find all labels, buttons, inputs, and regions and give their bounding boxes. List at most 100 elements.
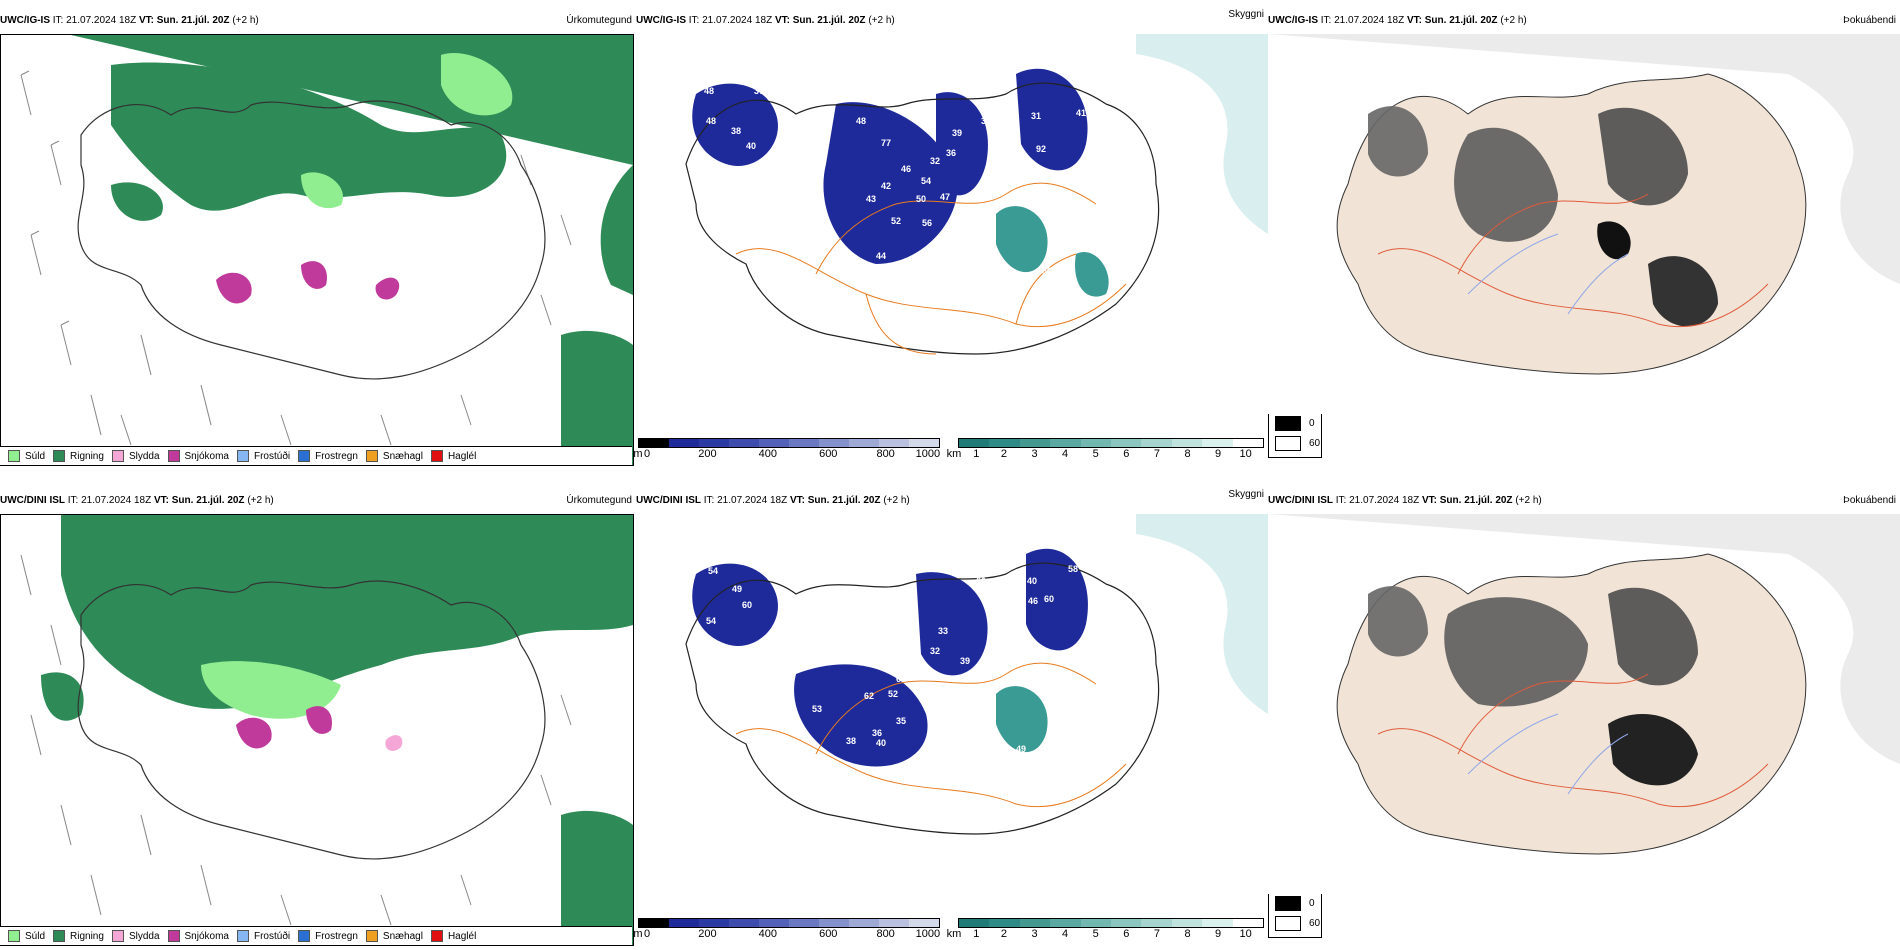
scale-tick: 3 [1031, 448, 1038, 460]
vis-label: 69 [731, 56, 741, 66]
scale-unit: km [946, 448, 962, 460]
fog-map [1268, 514, 1900, 894]
road-network [1377, 193, 1769, 328]
vis-label: 49 [732, 584, 742, 594]
scale-tick: 1000 [915, 928, 941, 940]
vis-label: 47 [940, 192, 950, 202]
legend-label: Snæhagl [382, 450, 423, 462]
fog-key: 0 60 [1268, 412, 1322, 458]
vis-label: 39 [952, 128, 962, 138]
visibility-map: 69 48 37 90 48 38 56 40 48 68 48 30 31 4… [636, 34, 1268, 414]
fog-key-label: 0 [1309, 897, 1315, 909]
vis-label: 38 [846, 736, 856, 746]
vis-label: 87 [1016, 274, 1026, 284]
legend-swatch [167, 450, 180, 462]
legend-label: Slydda [128, 450, 160, 462]
vis-label: 68 [821, 226, 831, 236]
scale-tick: 400 [758, 928, 778, 940]
legend-label: Snæhagl [382, 930, 423, 942]
drizzle-area [201, 661, 341, 719]
vis-label: 60 [976, 576, 986, 586]
vis-label: 70 [731, 536, 741, 546]
coastline [77, 580, 546, 860]
vis-label: 49 [1016, 744, 1026, 754]
fog-key: 0 60 [1268, 892, 1322, 938]
vis-label: 49 [892, 624, 902, 634]
vis-label: 54 [706, 616, 716, 626]
fog-svg [1268, 514, 1900, 894]
vis-label: 48 [706, 116, 716, 126]
scale-tick: 3 [1031, 928, 1038, 940]
visibility-labels: 69 48 37 90 48 38 56 40 48 68 48 30 31 4… [704, 56, 1211, 406]
vis-label: 21 [1174, 676, 1184, 686]
legend-swatch [236, 450, 249, 462]
legend-label: Snjókoma [184, 450, 229, 462]
visibility-svg: 70 54 45 49 60 54 50 70 81 49 60 40 46 6… [685, 514, 1268, 835]
vis-label: 46 [1028, 596, 1038, 606]
vis-label: 54 [916, 664, 926, 674]
panel-header: UWC/IG-IS IT: 21.07.2024 18Z VT: Sun. 21… [636, 9, 1264, 26]
scale-tick: 1 [973, 928, 980, 940]
vis-label: 48 [856, 116, 866, 126]
vis-label: 34 [704, 726, 714, 736]
vis-label: 59 [1050, 224, 1060, 234]
vis-label: 46 [901, 164, 911, 174]
legend-swatch [365, 450, 378, 462]
scale-tick: 2 [1000, 928, 1007, 940]
scale-tick: 9 [1215, 448, 1222, 460]
legend-swatch [430, 450, 443, 462]
legend-swatch [111, 450, 124, 462]
coastline [685, 82, 1160, 355]
vis-label: 56 [930, 716, 940, 726]
rain-area [561, 330, 633, 465]
scale-tick: 4 [1062, 928, 1069, 940]
sleet-area [385, 735, 403, 751]
river-network [1467, 233, 1629, 315]
fog-panel-top: UWC/IG-IS IT: 21.07.2024 18Z VT: Sun. 21… [1268, 12, 1900, 464]
panel-header: UWC/DINI ISL IT: 21.07.2024 18Z VT: Sun.… [1268, 495, 1896, 506]
fog-map [1268, 34, 1900, 414]
legend-swatch [8, 930, 20, 942]
panel-header: UWC/IG-IS IT: 21.07.2024 18Z VT: Sun. 21… [1268, 15, 1896, 26]
scale-tick: 600 [819, 448, 838, 460]
iceland-precip-map [1, 35, 633, 465]
vis-label: 56 [781, 126, 791, 136]
vis-label: 33 [938, 626, 948, 636]
vis-label: 90 [781, 88, 791, 98]
coastline [685, 562, 1160, 835]
iceland-precip-map [1, 515, 633, 945]
panel-header: UWC/IG-IS IT: 21.07.2024 18Z VT: Sun. 21… [0, 15, 632, 26]
vis-label: 60 [742, 600, 752, 610]
vis-label: 43 [866, 194, 876, 204]
vis-label: 62 [864, 691, 874, 701]
legend-swatch [365, 930, 378, 942]
scale-tick: 0 [643, 928, 651, 940]
road-network [1377, 673, 1769, 808]
fog-panel-bottom: UWC/DINI ISL IT: 21.07.2024 18Z VT: Sun.… [1268, 492, 1900, 944]
vis-label: 68 [928, 682, 938, 692]
legend-swatch [111, 930, 124, 942]
vis-label: 40 [876, 738, 886, 748]
vis-label: 60 [1044, 594, 1054, 604]
vis-label: 36 [872, 728, 882, 738]
legend-swatch [298, 930, 311, 942]
vis-label: 77 [881, 138, 891, 148]
legend-swatch [167, 930, 180, 942]
fog-svg [1268, 34, 1900, 414]
vis-label: 45 [756, 561, 766, 571]
vis-label: 35 [896, 716, 906, 726]
visibility-scale-m: m 0 200 400 600 800 1000 [633, 438, 940, 462]
scale-tick: 7 [1153, 928, 1160, 940]
vis-label: 56 [922, 218, 932, 228]
scale-tick: 10 [1239, 928, 1252, 940]
vis-label: 36 [946, 148, 956, 158]
vis-label: 41 [1076, 108, 1086, 118]
scale-tick: 4 [1062, 448, 1069, 460]
scale-unit: m [633, 448, 643, 460]
rain-area [111, 62, 507, 211]
vis-label: 39 [960, 656, 970, 666]
fog-key-label: 0 [1309, 417, 1315, 429]
vis-label: 48 [881, 268, 891, 278]
vis-label: 37 [754, 86, 764, 96]
visibility-svg: 69 48 37 90 48 38 56 40 48 68 48 30 31 4… [685, 34, 1268, 406]
